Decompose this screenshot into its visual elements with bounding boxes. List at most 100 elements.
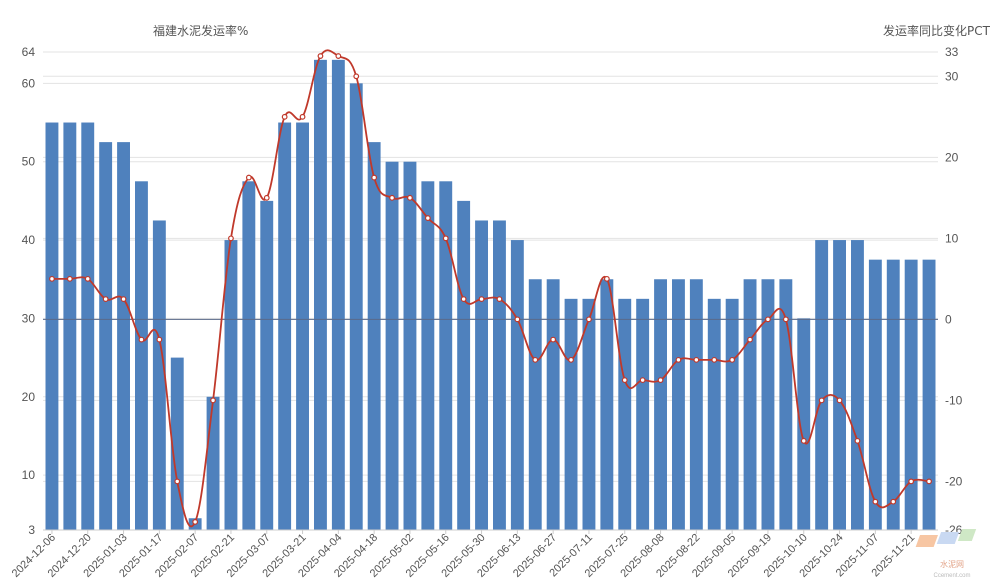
left-tick-label: 40	[22, 233, 36, 247]
line-point	[442, 235, 449, 242]
bar	[206, 396, 220, 530]
bar	[152, 220, 166, 530]
line-point	[263, 194, 270, 201]
line-point	[693, 356, 700, 363]
left-tick-label: 3	[28, 523, 35, 537]
line-point	[514, 316, 521, 323]
bar	[707, 298, 721, 530]
bar	[672, 279, 685, 530]
left-tick-label: 30	[22, 311, 36, 325]
bar	[582, 298, 596, 530]
line-point	[49, 275, 55, 282]
line-point	[550, 336, 557, 343]
left-tick-label: 64	[22, 45, 36, 59]
right-tick-label: 33	[945, 45, 959, 59]
bar	[564, 298, 578, 530]
bar	[797, 318, 811, 530]
line-point	[335, 53, 342, 59]
bar	[886, 259, 900, 530]
bar	[403, 161, 417, 530]
bar	[457, 200, 471, 530]
bar	[546, 279, 560, 530]
bar	[493, 220, 506, 530]
bar	[278, 122, 292, 530]
bar	[689, 279, 703, 530]
line-point	[854, 437, 861, 444]
line-point	[66, 275, 73, 282]
line-point	[675, 356, 682, 363]
line-point	[729, 356, 736, 363]
line-point	[603, 275, 610, 282]
line-point	[317, 53, 324, 59]
line-point	[120, 296, 127, 303]
line-series	[49, 49, 932, 528]
bar	[761, 279, 775, 530]
line-point	[174, 478, 181, 485]
line-point	[747, 336, 753, 343]
line-point	[621, 377, 628, 384]
bar	[922, 259, 936, 530]
bar	[421, 181, 435, 530]
right-tick-label: 30	[945, 69, 959, 83]
left-tick-label: 50	[22, 155, 36, 169]
line-point	[765, 316, 771, 323]
line-point	[371, 174, 378, 181]
right-axis-title: 发运率同比变化PCT	[883, 23, 991, 38]
bar	[904, 259, 918, 530]
bar	[224, 240, 238, 531]
bar	[242, 181, 256, 530]
watermark-subtext: Ccement.com	[933, 573, 970, 579]
bar	[367, 142, 381, 531]
bar	[170, 357, 184, 530]
watermark-logo-tile-1	[915, 535, 938, 547]
bar	[636, 298, 650, 530]
bar	[725, 298, 739, 530]
right-tick-label: 10	[945, 231, 959, 245]
line-point	[926, 478, 932, 485]
watermark: 水泥网 Ccement.com	[915, 529, 977, 579]
line-point	[424, 215, 431, 221]
line-point	[818, 397, 825, 404]
bar	[528, 279, 542, 530]
bar	[260, 200, 274, 530]
bar	[135, 181, 148, 530]
line-point	[389, 194, 395, 201]
bar	[833, 240, 846, 531]
line-point	[836, 397, 843, 404]
left-tick-label: 60	[22, 76, 36, 90]
bar	[314, 59, 327, 531]
bar	[45, 122, 59, 530]
line-point	[299, 113, 306, 120]
right-tick-label: -10	[945, 393, 963, 407]
bar	[63, 122, 77, 530]
line-point	[84, 275, 91, 282]
watermark-logo-tile-3	[957, 529, 977, 541]
line-point	[210, 397, 216, 404]
x-axis: 2024-12-062024-12-202025-01-032025-01-17…	[10, 529, 938, 580]
bar	[81, 122, 95, 530]
bar	[475, 220, 488, 530]
bar	[815, 240, 829, 531]
line-point	[568, 356, 574, 363]
bar	[439, 181, 453, 530]
bar	[868, 259, 882, 530]
bar-series	[45, 59, 936, 531]
line-point	[532, 356, 539, 363]
line-point	[138, 336, 145, 343]
bar	[600, 279, 614, 530]
bar	[743, 279, 757, 530]
bar	[510, 240, 524, 531]
bar	[654, 279, 667, 530]
bar	[851, 240, 864, 531]
right-tick-label: 20	[945, 150, 959, 164]
line-point	[872, 498, 879, 505]
bar	[385, 161, 399, 530]
line-point	[245, 174, 252, 181]
line-point	[639, 377, 646, 384]
bar	[349, 83, 363, 530]
line-point	[908, 478, 915, 485]
line-point	[478, 296, 485, 303]
line-point	[782, 316, 789, 323]
